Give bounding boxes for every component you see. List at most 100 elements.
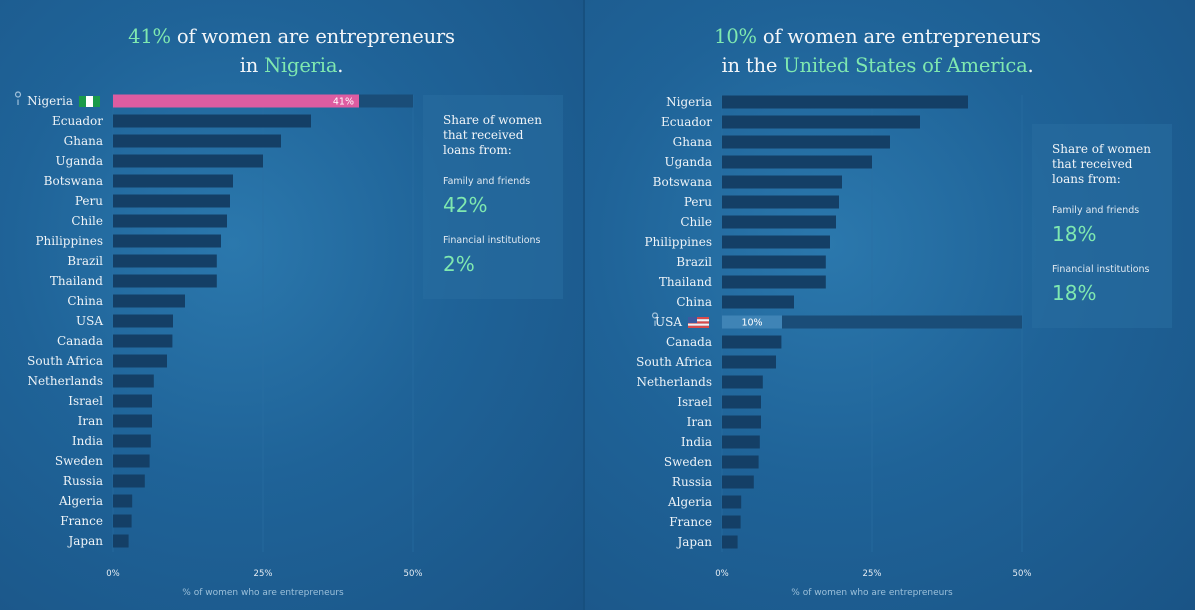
- x-axis-title: % of women who are entrepreneurs: [791, 588, 953, 598]
- bar: [113, 334, 173, 348]
- category-label: Nigeria: [27, 94, 73, 108]
- bar: [722, 335, 782, 349]
- category-label: South Africa: [636, 355, 712, 369]
- category-label: Philippines: [35, 234, 103, 248]
- x-tick-label: 25%: [254, 569, 273, 579]
- category-label: Nigeria: [666, 95, 712, 109]
- category-label: India: [681, 435, 712, 449]
- bar: [113, 274, 217, 288]
- panel-divider: [583, 0, 585, 610]
- category-label: Thailand: [50, 274, 103, 288]
- chart-title: 41% of women are entrepreneurs in Nigeri…: [128, 25, 455, 77]
- financial-institutions-value: 2%: [443, 252, 475, 276]
- bar: [113, 494, 133, 508]
- category-label: South Africa: [27, 354, 103, 368]
- category-label: Peru: [684, 195, 712, 209]
- financial-institutions-value: 18%: [1052, 281, 1097, 305]
- category-label: USA: [76, 314, 103, 328]
- x-tick-label: 0%: [715, 569, 729, 579]
- category-label: Japan: [675, 535, 712, 549]
- bar-value-label: 41%: [333, 97, 354, 108]
- category-label: Peru: [75, 194, 103, 208]
- bar: [113, 434, 151, 448]
- bar: [113, 234, 221, 248]
- category-label: Thailand: [659, 275, 712, 289]
- category-label: Israel: [68, 394, 103, 408]
- financial-institutions-label: Financial institutions: [1052, 264, 1150, 275]
- category-label: China: [676, 295, 712, 309]
- bar: [722, 135, 890, 149]
- category-label: Ghana: [64, 134, 103, 148]
- x-tick-label: 25%: [863, 569, 882, 579]
- bar: [113, 354, 167, 368]
- category-label: Algeria: [58, 494, 103, 508]
- category-label: Botswana: [653, 175, 712, 189]
- chart-panel-nigeria: 41% of women are entrepreneurs in Nigeri…: [0, 0, 583, 610]
- category-label: Israel: [677, 395, 712, 409]
- usa-flag-icon: [688, 317, 709, 328]
- loan-box-heading: Share of women that received loans from:: [443, 113, 542, 157]
- category-label: France: [60, 514, 103, 528]
- category-label: Iran: [78, 414, 104, 428]
- category-label: Philippines: [644, 235, 712, 249]
- loan-info-box: Share of women that received loans from:…: [1032, 124, 1172, 328]
- bar: [722, 235, 830, 249]
- bar-value-label: 10%: [741, 318, 762, 329]
- family-friends-value: 18%: [1052, 222, 1097, 246]
- loan-info-box: Share of women that received loans from:…: [423, 95, 563, 299]
- bar: [113, 514, 132, 528]
- bar: [722, 255, 826, 269]
- family-friends-value: 42%: [443, 193, 488, 217]
- category-label: Ghana: [673, 135, 712, 149]
- bar: [113, 374, 154, 388]
- bar: [722, 435, 760, 449]
- bar: [722, 275, 826, 289]
- x-tick-label: 0%: [106, 569, 120, 579]
- category-label: Chile: [680, 215, 712, 229]
- bar: [113, 314, 173, 328]
- bar: [113, 254, 217, 268]
- bar: [113, 454, 150, 468]
- bar: [722, 475, 754, 489]
- category-label: Ecuador: [52, 114, 103, 128]
- bar: [722, 315, 782, 329]
- bar: [722, 95, 968, 109]
- bar: [722, 115, 920, 129]
- bar: [722, 395, 761, 409]
- bar: [722, 375, 763, 389]
- financial-institutions-label: Financial institutions: [443, 235, 541, 246]
- category-label: Brazil: [67, 254, 103, 268]
- category-label: Brazil: [676, 255, 712, 269]
- category-label: France: [669, 515, 712, 529]
- x-tick-label: 50%: [404, 569, 423, 579]
- category-label: Sweden: [664, 455, 712, 469]
- category-label: Russia: [672, 475, 712, 489]
- bar: [722, 355, 776, 369]
- x-tick-label: 50%: [1013, 569, 1032, 579]
- category-label: Japan: [66, 534, 103, 548]
- bar: [722, 515, 741, 529]
- chart-title: 10% of women are entrepreneurs in the Un…: [714, 25, 1041, 77]
- bar: [113, 174, 233, 188]
- location-pin-icon: [651, 312, 659, 326]
- bar-chart: 0% 25% 50% % of women who are entrepreneurs…: [636, 95, 1032, 598]
- bar: [722, 495, 742, 509]
- category-label: China: [67, 294, 103, 308]
- family-friends-label: Family and friends: [443, 176, 531, 187]
- bar: [113, 414, 152, 428]
- category-label: Netherlands: [27, 374, 103, 388]
- bar: [722, 155, 872, 169]
- category-label: Ecuador: [661, 115, 712, 129]
- category-label: Algeria: [667, 495, 712, 509]
- bar: [113, 214, 227, 228]
- bar: [113, 394, 152, 408]
- category-label: India: [72, 434, 103, 448]
- category-label: Iran: [687, 415, 713, 429]
- family-friends-label: Family and friends: [1052, 205, 1140, 216]
- bar: [113, 534, 129, 548]
- category-label: Uganda: [664, 155, 712, 169]
- category-label: Canada: [57, 334, 103, 348]
- bar: [113, 114, 311, 128]
- bar-chart: 0% 25% 50% % of women who are entrepreneurs…: [14, 91, 423, 598]
- bar: [722, 295, 794, 309]
